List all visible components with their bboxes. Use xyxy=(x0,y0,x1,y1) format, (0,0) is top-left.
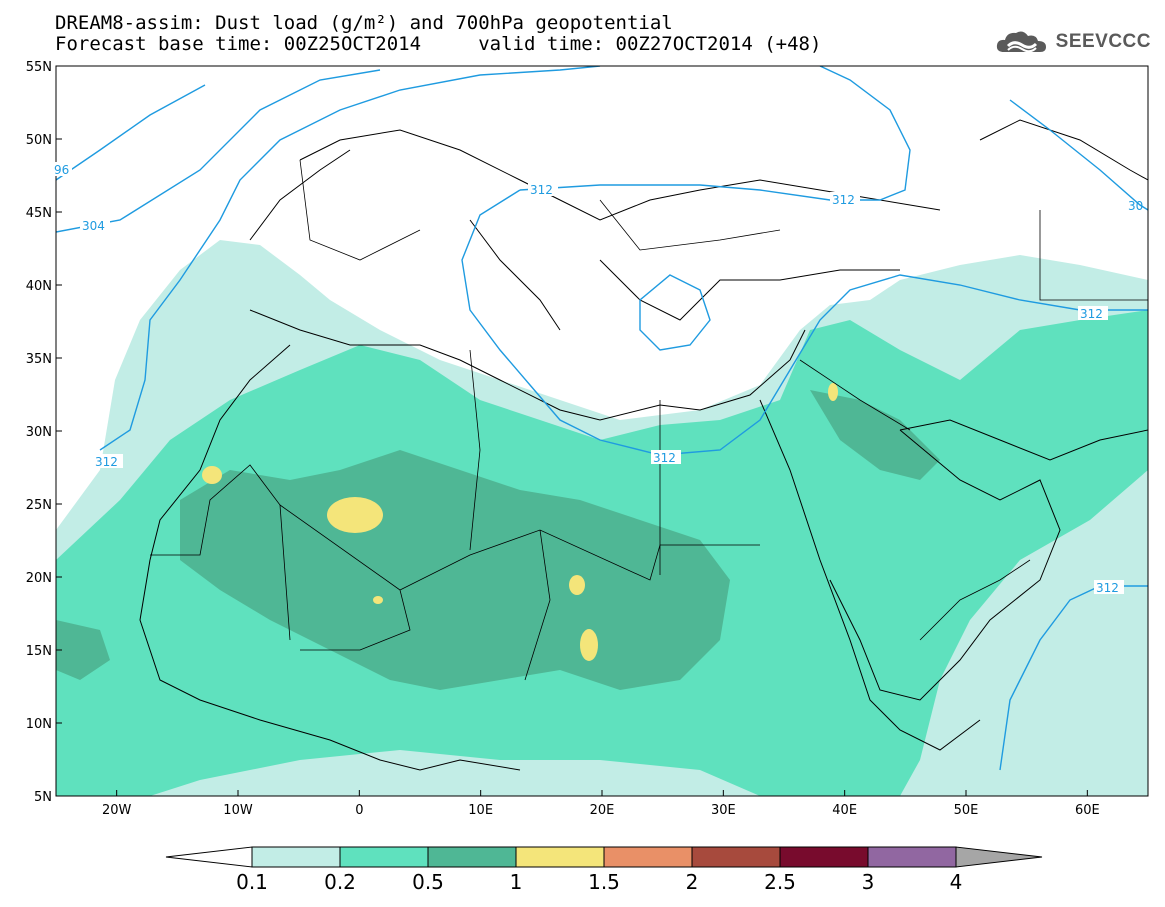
contour-312-aegean xyxy=(639,274,711,351)
lat-tick-label: 5N xyxy=(34,790,52,805)
contour-312-north xyxy=(519,66,911,201)
lat-tick-label: 35N xyxy=(26,352,52,367)
colorbar-swatch xyxy=(251,846,341,868)
contour-label-1: 304 xyxy=(82,219,105,233)
dust-contour-0.5-west xyxy=(56,620,110,680)
contour-300 xyxy=(1009,99,1148,211)
colorbar-label: 4 xyxy=(950,870,963,894)
colorbar-label: 0.5 xyxy=(412,870,444,894)
lon-tick-label: 0 xyxy=(355,803,363,818)
dust-load-colorbar: 0.1 0.2 0.5 1 1.5 2 2.5 3 4 xyxy=(165,846,1043,894)
dust-contour-0.5-east xyxy=(810,390,940,480)
lat-tick-label: 20N xyxy=(26,571,52,586)
cloud-logo-icon xyxy=(996,31,1046,53)
longitude-axis: 20W 10W 0 10E 20E 30E 40E 50E 60E xyxy=(102,790,1100,818)
colorbar-label: 1.5 xyxy=(588,870,620,894)
lon-tick-label: 40E xyxy=(832,803,857,818)
contour-label-0: 96 xyxy=(54,163,69,177)
contour-label-6: 312 xyxy=(1080,307,1103,321)
contour-312-west xyxy=(99,66,601,451)
colorbar-swatch xyxy=(427,846,517,868)
contour-label-7: 312 xyxy=(1096,581,1119,595)
title-line-2: Forecast base time: 00Z25OCT2014 valid t… xyxy=(55,33,822,55)
colorbar-label: 0.2 xyxy=(324,870,356,894)
contour-label-3: 312 xyxy=(530,183,553,197)
dust-contour-1-f xyxy=(828,383,838,401)
contour-312-med xyxy=(461,189,1148,456)
lon-tick-label: 50E xyxy=(954,803,979,818)
dust-contour-1-b xyxy=(202,466,222,484)
latitude-axis: 55N 50N 45N 40N 35N 30N 25N 20N 15N 10N 5N xyxy=(26,60,62,805)
colorbar-swatch xyxy=(515,846,605,868)
dust-contour-1-c xyxy=(569,575,585,595)
colorbar-label: 0.1 xyxy=(236,870,268,894)
colorbar-label: 3 xyxy=(862,870,875,894)
lon-tick-label: 10E xyxy=(468,803,493,818)
contour-label-5: 312 xyxy=(653,451,676,465)
contour-296 xyxy=(56,84,206,181)
lon-tick-label: 60E xyxy=(1075,803,1100,818)
dust-field xyxy=(56,66,1148,796)
lon-tick-label: 10W xyxy=(223,803,253,818)
lon-tick-label: 30E xyxy=(711,803,736,818)
colorbar-over-triangle xyxy=(955,846,1043,868)
dust-contour-0.5 xyxy=(180,450,730,690)
contour-labels: 96 304 312 312 312 312 312 312 30 xyxy=(52,162,1143,595)
contour-label-2: 312 xyxy=(95,455,118,469)
lon-tick-label: 20E xyxy=(590,803,615,818)
colorbar-swatch xyxy=(691,846,781,868)
lat-tick-label: 45N xyxy=(26,206,52,221)
contour-label-8: 30 xyxy=(1128,199,1143,213)
colorbar-label: 2 xyxy=(686,870,699,894)
lat-tick-label: 40N xyxy=(26,279,52,294)
lat-tick-label: 25N xyxy=(26,498,52,513)
contour-label-4: 312 xyxy=(832,193,855,207)
dust-contour-1-e xyxy=(373,596,383,604)
brand-logo: SEEVCCC xyxy=(994,28,1151,56)
colorbar-under-triangle xyxy=(165,846,253,868)
lat-tick-label: 50N xyxy=(26,133,52,148)
lat-tick-label: 55N xyxy=(26,60,52,75)
lat-tick-label: 10N xyxy=(26,717,52,732)
title-line-1: DREAM8-assim: Dust load (g/m²) and 700hP… xyxy=(55,12,673,34)
colorbar-swatch xyxy=(339,846,429,868)
colorbar-label: 1 xyxy=(510,870,523,894)
dust-contour-1-d xyxy=(580,629,598,661)
contour-304 xyxy=(56,69,381,233)
borders xyxy=(150,159,1148,681)
colorbar-swatch xyxy=(603,846,693,868)
colorbar-swatch xyxy=(779,846,869,868)
colorbar-swatch xyxy=(867,846,957,868)
colorbar-label: 2.5 xyxy=(764,870,796,894)
lon-tick-label: 20W xyxy=(102,803,132,818)
lat-tick-label: 30N xyxy=(26,425,52,440)
lat-tick-label: 15N xyxy=(26,644,52,659)
brand-name: SEEVCCC xyxy=(1055,31,1151,52)
dust-contour-1-a xyxy=(327,497,383,533)
coastlines xyxy=(139,119,1148,771)
